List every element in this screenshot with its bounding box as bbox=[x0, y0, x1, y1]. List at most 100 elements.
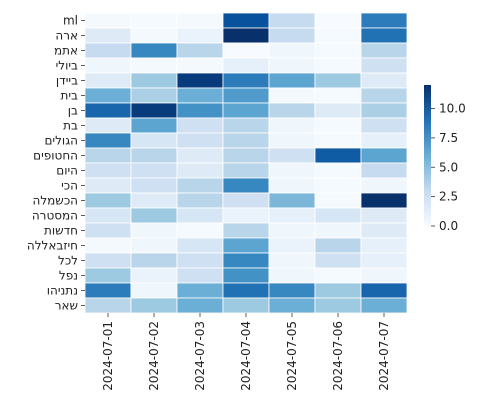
heatmap-cell bbox=[84, 42, 132, 59]
heatmap-cell bbox=[268, 57, 316, 74]
heatmap-cell bbox=[222, 267, 270, 284]
heatmap-cell bbox=[84, 117, 132, 134]
heatmap-cell bbox=[84, 162, 132, 179]
heatmap-cell bbox=[222, 117, 270, 134]
heatmap-cell bbox=[314, 222, 362, 239]
heatmap-cell bbox=[176, 237, 224, 254]
heatmap-cell bbox=[314, 267, 362, 284]
heatmap-cell bbox=[314, 72, 362, 89]
heatmap-cell bbox=[84, 132, 132, 149]
heatmap-cell bbox=[84, 87, 132, 104]
heatmap-cell bbox=[176, 252, 224, 269]
heatmap-cell bbox=[130, 132, 178, 149]
y-tick-label: חיזבאללה bbox=[27, 239, 78, 253]
heatmap-cell bbox=[84, 237, 132, 254]
y-tick-label: בן bbox=[68, 104, 78, 118]
heatmap-cell bbox=[360, 42, 408, 59]
heatmap-cell bbox=[314, 117, 362, 134]
heatmap-cell bbox=[314, 102, 362, 119]
heatmap-cell bbox=[222, 72, 270, 89]
colorbar-tick-label: 10.0 bbox=[439, 102, 466, 116]
heatmap-cell bbox=[360, 237, 408, 254]
heatmap-cell bbox=[268, 222, 316, 239]
colorbar-tick-label: 7.5 bbox=[439, 131, 458, 145]
heatmap-cell bbox=[268, 267, 316, 284]
y-tick-label: החטופים bbox=[33, 149, 78, 163]
heatmap-cell bbox=[84, 297, 132, 314]
heatmap-cell bbox=[176, 57, 224, 74]
heatmap-cell bbox=[360, 57, 408, 74]
heatmap-cell bbox=[176, 192, 224, 209]
heatmap-cell bbox=[268, 27, 316, 44]
heatmap-cell bbox=[360, 252, 408, 269]
y-tick-label: בית bbox=[60, 89, 78, 103]
heatmap-cell bbox=[268, 192, 316, 209]
y-tick-label: המסטרה bbox=[32, 209, 78, 223]
heatmap-cells bbox=[84, 12, 408, 314]
heatmap-cell bbox=[268, 102, 316, 119]
heatmap-cell bbox=[176, 282, 224, 299]
heatmap-cell bbox=[130, 267, 178, 284]
heatmap-cell bbox=[84, 102, 132, 119]
heatmap-cell bbox=[268, 177, 316, 194]
heatmap-cell bbox=[360, 117, 408, 134]
colorbar-tick-label: 0.0 bbox=[439, 219, 458, 233]
heatmap-cell bbox=[222, 102, 270, 119]
heatmap-cell bbox=[176, 42, 224, 59]
heatmap-cell bbox=[314, 12, 362, 29]
colorbar bbox=[424, 85, 431, 226]
heatmap-cell bbox=[84, 252, 132, 269]
heatmap-cell bbox=[314, 192, 362, 209]
heatmap-cell bbox=[360, 132, 408, 149]
y-tick-label: הכשמלה bbox=[33, 194, 79, 208]
heatmap-cell bbox=[176, 72, 224, 89]
heatmap-cell bbox=[176, 132, 224, 149]
x-tick-label: 2024-07-07 bbox=[377, 321, 391, 391]
heatmap-cell bbox=[84, 57, 132, 74]
y-tick-label: בת bbox=[63, 119, 78, 133]
colorbar-gradient bbox=[424, 85, 431, 226]
heatmap-cell bbox=[314, 162, 362, 179]
heatmap-cell bbox=[84, 27, 132, 44]
heatmap-cell bbox=[222, 87, 270, 104]
heatmap-cell bbox=[314, 147, 362, 164]
heatmap-cell bbox=[222, 192, 270, 209]
heatmap-cell bbox=[84, 177, 132, 194]
heatmap-cell bbox=[360, 207, 408, 224]
heatmap-cell bbox=[268, 207, 316, 224]
heatmap-cell bbox=[84, 207, 132, 224]
heatmap-cell bbox=[360, 72, 408, 89]
heatmap-cell bbox=[314, 132, 362, 149]
heatmap-cell bbox=[222, 42, 270, 59]
heatmap-cell bbox=[130, 27, 178, 44]
heatmap-cell bbox=[130, 87, 178, 104]
y-tick-label: לכל bbox=[58, 254, 78, 268]
heatmap-cell bbox=[84, 147, 132, 164]
heatmap-cell bbox=[268, 72, 316, 89]
heatmap-cell bbox=[314, 207, 362, 224]
x-tick-label: 2024-07-02 bbox=[147, 321, 161, 391]
heatmap-cell bbox=[314, 237, 362, 254]
x-tick-label: 2024-07-04 bbox=[239, 321, 253, 391]
heatmap-cell bbox=[84, 12, 132, 29]
heatmap-cell bbox=[268, 132, 316, 149]
heatmap-cell bbox=[360, 147, 408, 164]
heatmap-cell bbox=[222, 162, 270, 179]
heatmap-cell bbox=[360, 282, 408, 299]
heatmap-cell bbox=[176, 27, 224, 44]
heatmap-cell bbox=[314, 297, 362, 314]
y-tick-label: ארה bbox=[55, 29, 78, 43]
heatmap-cell bbox=[268, 12, 316, 29]
y-tick-label: ביידן bbox=[56, 74, 78, 88]
heatmap-cell bbox=[84, 72, 132, 89]
heatmap-cell bbox=[130, 57, 178, 74]
heatmap-cell bbox=[268, 237, 316, 254]
heatmap-cell bbox=[360, 87, 408, 104]
heatmap-cell bbox=[268, 42, 316, 59]
heatmap-cell bbox=[268, 147, 316, 164]
heatmap-cell bbox=[222, 297, 270, 314]
heatmap-cell bbox=[222, 12, 270, 29]
heatmap-cell bbox=[314, 87, 362, 104]
heatmap-cell bbox=[84, 282, 132, 299]
